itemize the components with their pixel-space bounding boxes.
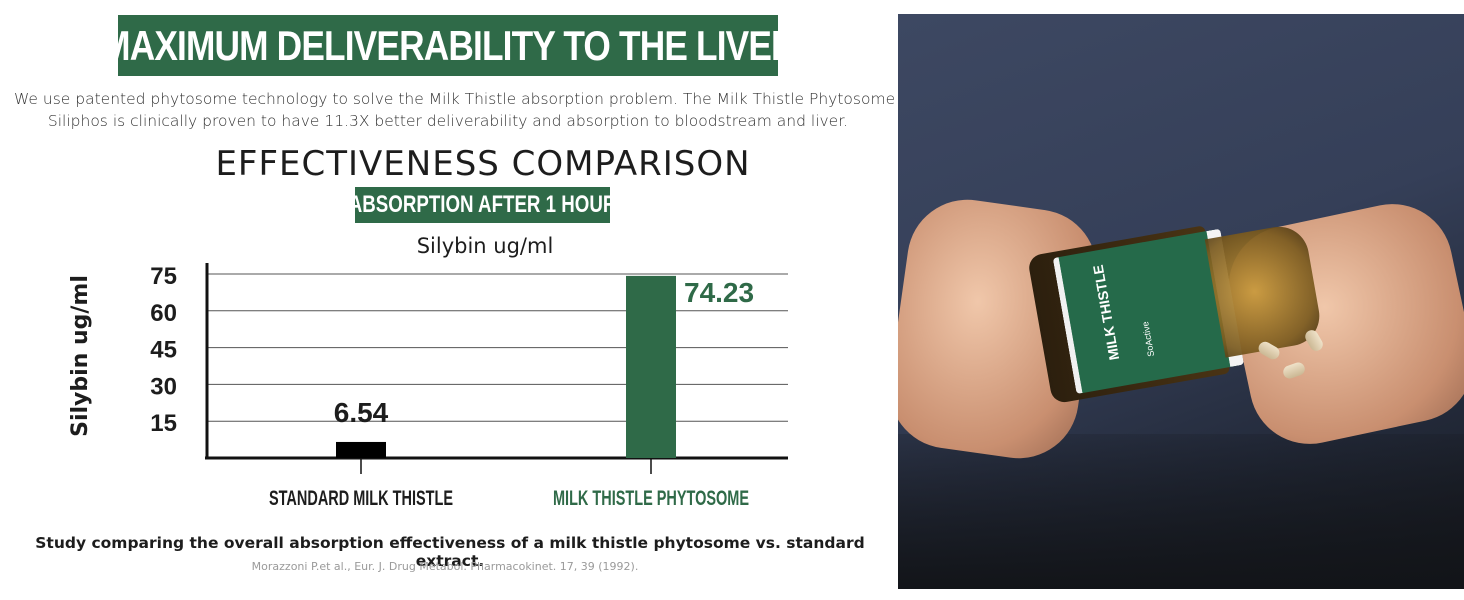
y-tick-label: 15 [150,410,177,437]
x-category-label: STANDARD MILK THISTLE [269,487,453,510]
x-category-label: MILK THISTLE PHYTOSOME [553,487,749,510]
bar [336,441,386,458]
shirt-shadow [898,434,1464,589]
bar-chart: 15 30 45 60 75 Silybin ug/ml 6.54 STANDARD MILK… [68,263,788,510]
data-label: 6.54 [334,397,389,428]
y-tick-label: 75 [150,263,177,290]
bar [626,275,676,458]
headline-banner: MAXIMUM DELIVERABILITY TO THE LIVER [101,15,796,76]
comparison-subheading-badge: ABSORPTION AFTER 1 HOUR [349,187,616,223]
comparison-heading: EFFECTIVENESS COMPARISON [215,144,751,184]
product-photo: MILK THISTLE SoActive [898,14,1464,589]
y-tick-label: 30 [150,373,177,400]
comparison-subheading: ABSORPTION AFTER 1 HOUR [348,191,617,218]
data-label: 74.23 [684,277,754,308]
intro-line-2: Siliphos is clinically proven to have 11… [47,112,849,130]
intro-line-1: We use patented phytosome technology to … [14,90,896,108]
y-tick-label: 60 [150,300,177,327]
study-citation: Morazzoni P.et al., Eur. J. Drug Metabol… [251,560,639,573]
chart-title: Silybin ug/ml [416,234,554,258]
y-tick-label: 45 [150,337,177,364]
infographic-panel: MAXIMUM DELIVERABILITY TO THE LIVER We u… [14,15,896,573]
intro-paragraph: We use patented phytosome technology to … [14,88,896,132]
headline-text: MAXIMUM DELIVERABILITY TO THE LIVER [100,21,796,69]
study-caption: Study comparing the overall absorption e… [35,534,865,570]
y-axis-label: Silybin ug/ml [68,275,93,437]
